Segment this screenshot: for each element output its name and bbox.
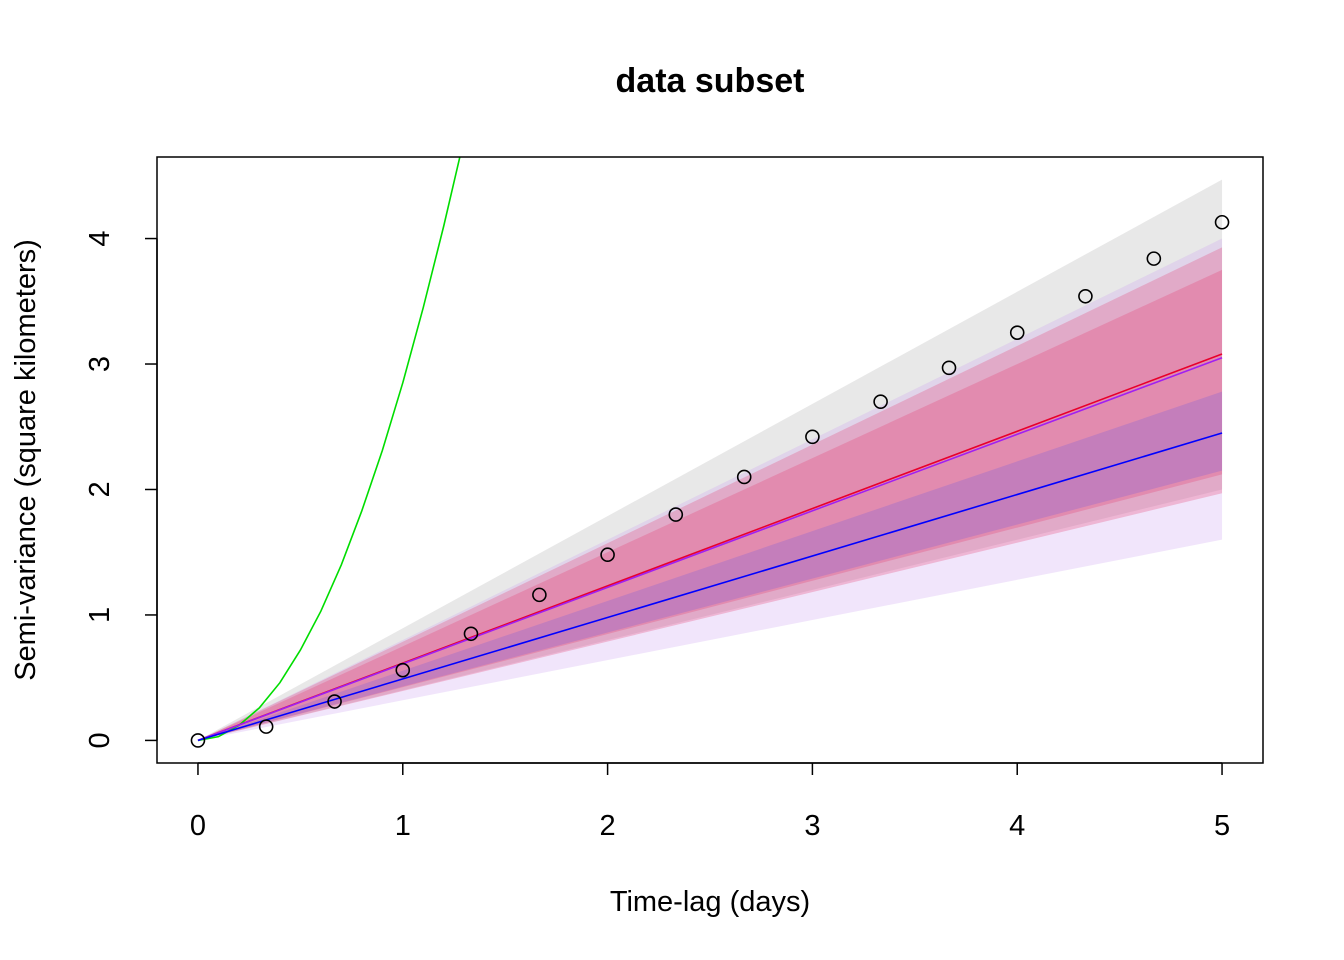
- y-tick-label: 0: [84, 732, 116, 748]
- data-point: [1146, 251, 1162, 266]
- x-tick-label: 2: [600, 810, 616, 842]
- chart-title: data subset: [616, 62, 805, 100]
- confidence-bands: [197, 179, 1223, 741]
- data-point: [327, 694, 342, 709]
- confidence-band-1: [197, 179, 1223, 741]
- data-points: [190, 214, 1230, 748]
- x-tick-label: 1: [395, 810, 411, 842]
- y-axis: 0 1 2 3 4: [84, 230, 158, 748]
- data-point: [190, 733, 206, 748]
- data-point: [258, 719, 274, 734]
- data-point: [805, 429, 820, 445]
- data-point: [1078, 288, 1093, 304]
- data-point: [736, 469, 752, 485]
- data-point: [463, 626, 479, 642]
- data-point: [532, 587, 547, 603]
- data-point: [1009, 325, 1025, 340]
- data-point: [873, 394, 888, 409]
- confidence-band-2: [197, 238, 1223, 741]
- x-tick-label: 3: [804, 810, 820, 842]
- data-point: [668, 507, 684, 522]
- x-axis: 0 1 2 3 4 5: [190, 762, 1230, 842]
- y-tick-label: 1: [84, 607, 116, 623]
- blue-model-line: [197, 432, 1223, 742]
- data-point: [941, 360, 957, 376]
- y-tick-label: 3: [84, 356, 116, 372]
- x-tick-label: 5: [1214, 810, 1230, 842]
- confidence-band-5: [197, 391, 1223, 741]
- model-lines: [197, 157, 1223, 742]
- data-point: [395, 662, 411, 678]
- data-point: [600, 547, 615, 563]
- y-axis-label: Semi-variance (square kilometers): [10, 239, 42, 681]
- confidence-band-4: [197, 269, 1223, 741]
- data-point: [1214, 214, 1230, 230]
- y-tick-label: 4: [84, 230, 116, 246]
- y-tick-label: 2: [84, 481, 116, 497]
- x-axis-label: Time-lag (days): [610, 886, 810, 918]
- x-tick-label: 4: [1009, 810, 1025, 842]
- confidence-band-3: [197, 247, 1223, 741]
- x-tick-label: 0: [190, 810, 206, 842]
- green-model-line: [197, 157, 461, 742]
- purple-model-line: [197, 356, 1223, 742]
